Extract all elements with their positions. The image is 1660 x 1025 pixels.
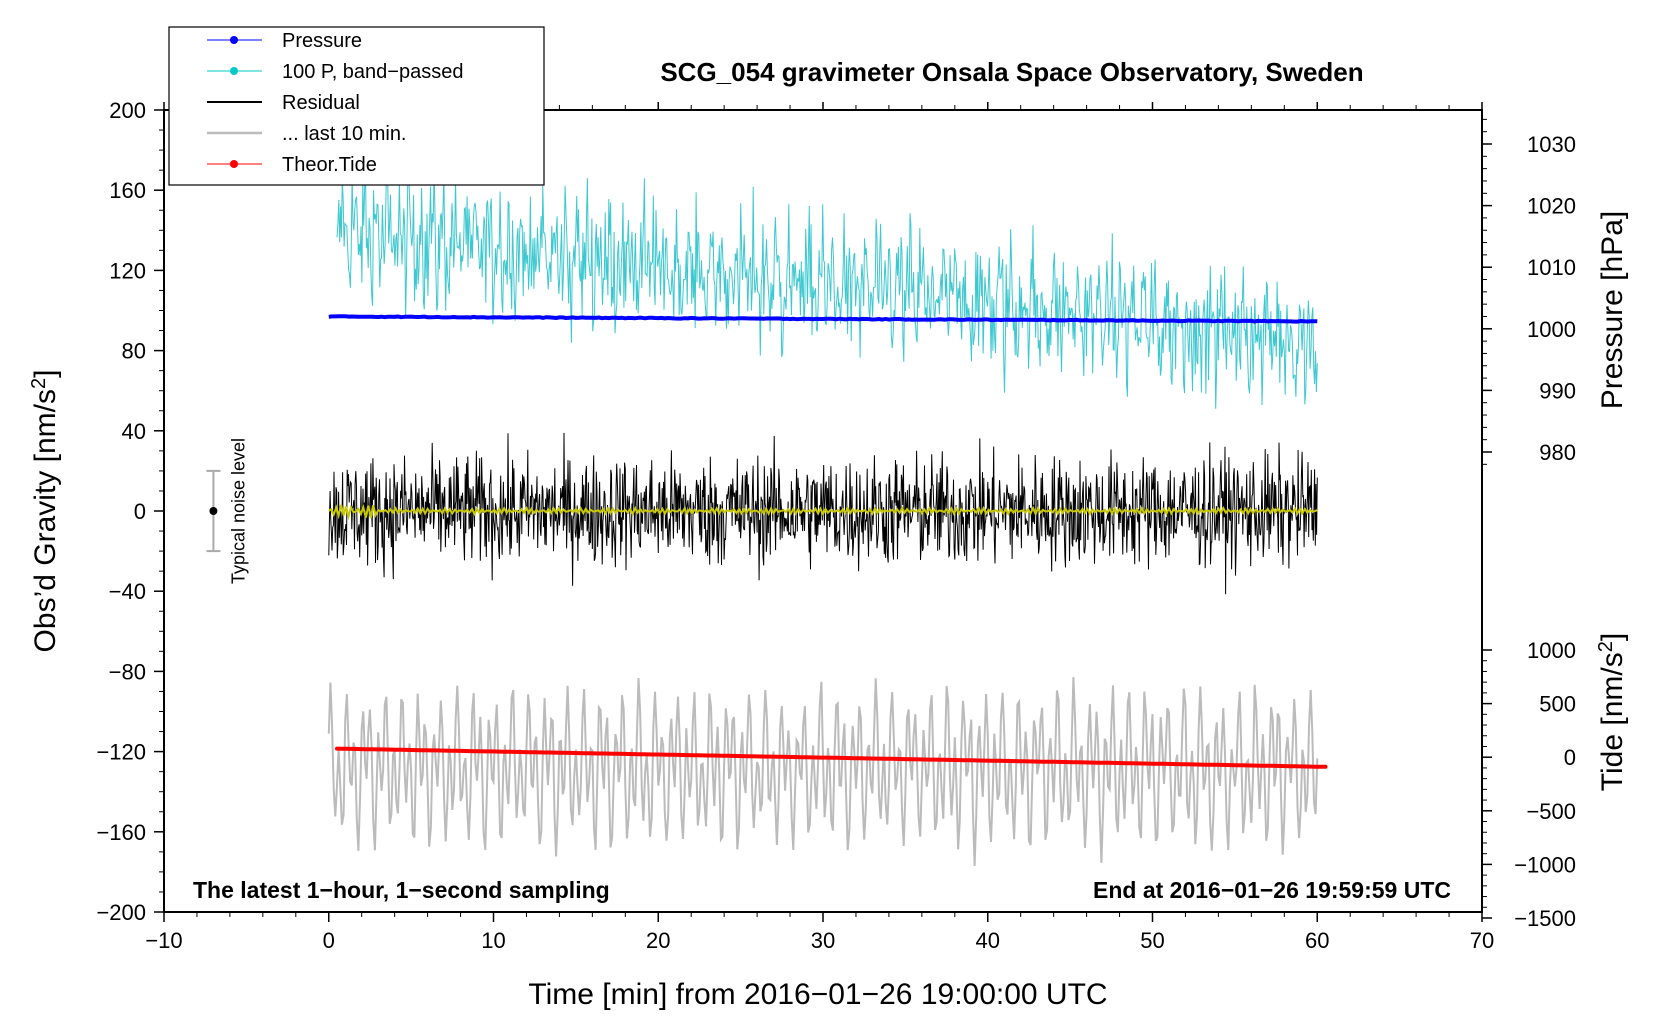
y-tick-label: −200 [96,900,146,925]
y-tick-label: 40 [122,419,146,444]
pressure-tick-label: 1010 [1527,255,1576,280]
noise-center-dot [209,507,218,515]
y-axis-label-left-sup: 2 [28,378,50,389]
y-tick-label: −80 [109,659,146,684]
y-axis-label-left-base: Obs’d Gravity [nm/s [29,389,62,652]
series-layer [327,144,1328,866]
ticks-layer: −10 0 10 20 30 40 50 60 7020016012080400−40−80−1… [96,98,1576,953]
series-pressure-line [328,314,1318,324]
y-axis-label-tide-sup: 2 [1595,641,1617,652]
y-tick-label: 0 [134,499,146,524]
pressure-tick-label: 1030 [1527,132,1576,157]
y-tick-label: 120 [109,258,146,283]
x-tick-label: 60 [1305,928,1329,953]
series-residual-line [328,432,1318,595]
legend-swatch-marker [230,67,238,75]
tide-tick-label: −1500 [1514,906,1576,931]
y-axis-label-tide-base: Tide [nm/s [1596,652,1629,791]
y-tick-label: −120 [96,740,146,765]
x-tick-label: 50 [1140,928,1164,953]
y-axis-label-pressure: Pressure [hPa] [1596,211,1629,409]
x-tick-label: 30 [811,928,835,953]
x-tick-label: −10 [145,928,182,953]
series-residual-smoothed-line [328,503,1318,521]
noise-indicator: Typical noise level [206,438,248,584]
legend-box [168,26,545,186]
y-tick-label: 80 [122,339,146,364]
legend-label: Residual [282,92,360,114]
x-tick-label: 40 [976,928,1000,953]
pressure-tick-label: 1020 [1527,194,1576,219]
y-tick-label: 160 [109,178,146,203]
chart-title: SCG_054 gravimeter Onsala Space Observat… [660,57,1363,87]
pressure-tick-label: 990 [1539,378,1576,403]
y-tick-label: 200 [109,98,146,123]
y-tick-label: −160 [96,820,146,845]
x-axis-label: Time [min] from 2016−01−26 19:00:00 UTC [528,978,1107,1011]
tide-tick-label: 1000 [1527,638,1576,663]
tide-tick-label: −1000 [1514,852,1576,877]
y-axis-label-tide-end: ] [1596,633,1629,641]
tide-tick-label: −500 [1526,799,1576,824]
legend-label: ... last 10 min. [282,123,407,145]
x-tick-label: 0 [323,928,335,953]
series-tide-line [335,746,1328,769]
y-axis-label-left: Obs’d Gravity [nm/s2] [28,370,62,653]
legend-items: Pressure 100 P, band−passed Residual ... la… [207,30,463,176]
legend-label: 100 P, band−passed [282,61,463,83]
legend: Pressure 100 P, band−passed Residual ... la… [168,26,545,186]
pressure-tick-label: 980 [1539,440,1576,465]
legend-swatch-marker [230,36,238,44]
y-axis-label-left-end: ] [29,370,62,378]
legend-swatch-marker [230,160,238,168]
series-bandpassed-line [336,144,1318,409]
y-tick-label: −40 [109,579,146,604]
tide-tick-label: 0 [1564,745,1576,770]
legend-label: Theor.Tide [282,154,377,176]
x-tick-label: 10 [481,928,505,953]
x-tick-label: 20 [646,928,670,953]
annotation-sampling: The latest 1−hour, 1−second sampling [193,877,610,903]
y-axis-label-tide: Tide [nm/s2] [1595,633,1629,791]
legend-label: Pressure [282,30,362,52]
noise-label: Typical noise level [228,438,248,584]
x-tick-label: 70 [1470,928,1494,953]
pressure-tick-label: 1000 [1527,317,1576,342]
tide-tick-label: 500 [1539,692,1576,717]
annotation-end-time: End at 2016−01−26 19:59:59 UTC [1093,877,1451,903]
